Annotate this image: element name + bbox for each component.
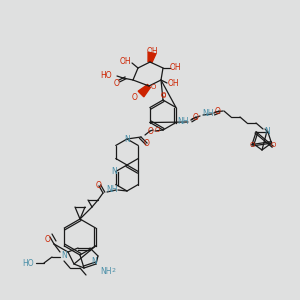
- Text: O: O: [148, 128, 154, 136]
- Polygon shape: [138, 85, 150, 97]
- Text: HO: HO: [100, 71, 112, 80]
- Text: O: O: [193, 113, 199, 122]
- Text: O: O: [132, 92, 138, 101]
- Text: HO: HO: [22, 259, 34, 268]
- Text: O: O: [96, 182, 102, 190]
- Text: OH: OH: [119, 58, 131, 67]
- Text: O: O: [215, 107, 221, 116]
- Text: O: O: [144, 139, 150, 148]
- Text: O: O: [114, 79, 120, 88]
- Text: O: O: [45, 236, 51, 244]
- Polygon shape: [148, 52, 156, 62]
- Text: NH: NH: [202, 110, 214, 118]
- Text: O: O: [150, 84, 156, 90]
- Text: NH: NH: [106, 185, 118, 194]
- Text: O: O: [249, 142, 255, 148]
- Text: 2: 2: [112, 268, 116, 274]
- Text: N: N: [91, 256, 97, 266]
- Text: N: N: [264, 127, 270, 136]
- Text: O: O: [160, 93, 166, 99]
- Text: NH: NH: [177, 116, 189, 125]
- Text: NH: NH: [100, 268, 112, 277]
- Text: OH: OH: [170, 64, 182, 73]
- Text: N: N: [111, 167, 117, 176]
- Text: N: N: [124, 134, 130, 143]
- Text: OH: OH: [168, 79, 180, 88]
- Text: O: O: [160, 92, 166, 98]
- Text: N: N: [61, 251, 67, 260]
- Text: O: O: [270, 142, 276, 148]
- Text: O: O: [154, 127, 160, 133]
- Text: OH: OH: [146, 46, 158, 56]
